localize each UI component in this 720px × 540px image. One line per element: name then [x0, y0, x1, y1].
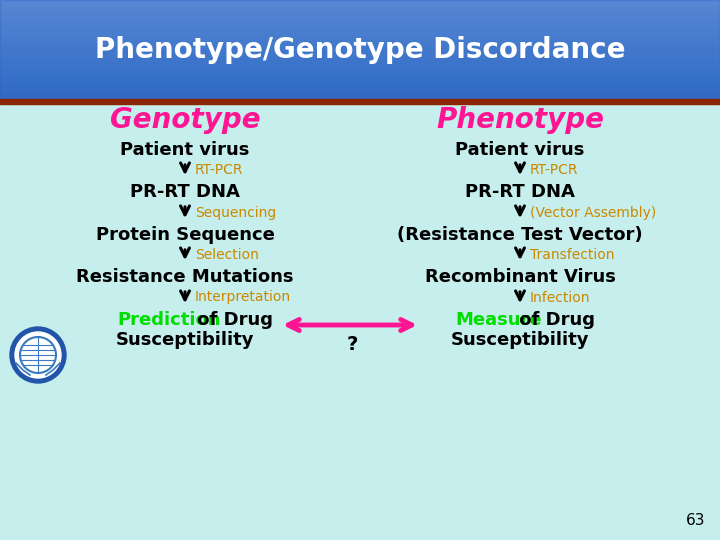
Text: Transfection: Transfection: [530, 248, 614, 262]
Text: Prediction: Prediction: [117, 311, 220, 329]
Text: Patient virus: Patient virus: [120, 141, 250, 159]
Text: Infection: Infection: [530, 291, 590, 305]
Text: ?: ?: [347, 335, 358, 354]
Text: PR-RT DNA: PR-RT DNA: [465, 183, 575, 201]
Text: (Vector Assembly): (Vector Assembly): [530, 206, 656, 219]
Text: of Drug: of Drug: [513, 311, 595, 329]
Text: PR-RT DNA: PR-RT DNA: [130, 183, 240, 201]
Text: Susceptibility: Susceptibility: [116, 331, 254, 349]
Text: Phenotype: Phenotype: [436, 106, 604, 134]
Text: Interpretation: Interpretation: [195, 291, 291, 305]
Circle shape: [10, 327, 66, 383]
Text: RT-PCR: RT-PCR: [530, 163, 578, 177]
Text: Resistance Mutations: Resistance Mutations: [76, 268, 294, 286]
Text: Phenotype/Genotype Discordance: Phenotype/Genotype Discordance: [95, 36, 625, 64]
Text: of Drug: of Drug: [191, 311, 273, 329]
Text: Protein Sequence: Protein Sequence: [96, 226, 274, 244]
Text: Selection: Selection: [195, 248, 259, 262]
Bar: [0, 0, 720, 100]
Text: Recombinant Virus: Recombinant Virus: [425, 268, 616, 286]
Text: RT-PCR: RT-PCR: [195, 163, 243, 177]
Text: (Resistance Test Vector): (Resistance Test Vector): [397, 226, 643, 244]
Text: Genotype: Genotype: [109, 106, 261, 134]
Text: Susceptibility: Susceptibility: [451, 331, 589, 349]
Bar: [0, 99, 720, 104]
Text: Patient virus: Patient virus: [455, 141, 585, 159]
Text: 63: 63: [685, 513, 705, 528]
Circle shape: [15, 332, 61, 378]
Text: Measure: Measure: [455, 311, 541, 329]
Text: Sequencing: Sequencing: [195, 206, 276, 219]
